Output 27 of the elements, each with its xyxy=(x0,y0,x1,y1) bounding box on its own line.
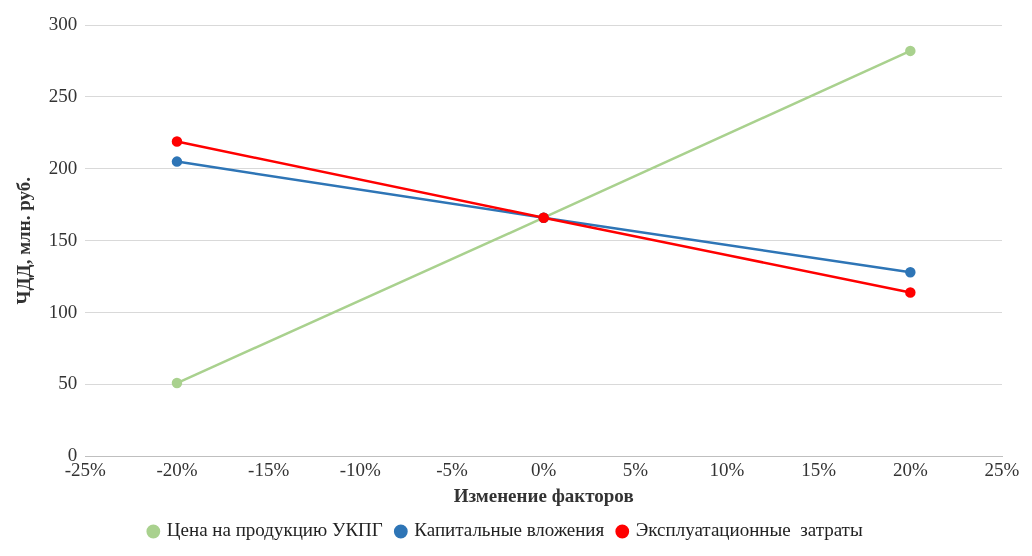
legend-label: Капитальные вложения xyxy=(414,519,605,541)
x-tick-label: 0% xyxy=(530,458,557,480)
y-tick-label: 50 xyxy=(58,372,78,394)
x-tick-label: 5% xyxy=(622,458,649,480)
point xyxy=(171,136,183,147)
y-tick-label: 200 xyxy=(48,156,78,178)
y-tick-label: 150 xyxy=(48,228,78,250)
y-axis-title: ЧДД, млн. руб. xyxy=(13,176,35,305)
point xyxy=(171,156,183,167)
y-tick-label: 300 xyxy=(48,12,78,34)
y-tick-label: 100 xyxy=(48,300,78,322)
x-axis-title: Изменение факторов xyxy=(453,484,634,506)
x-tick-label: -5% xyxy=(436,458,468,480)
point xyxy=(905,45,916,57)
x-tick-label: 15% xyxy=(801,458,837,480)
legend-label: Цена на продукцию УКПГ xyxy=(166,519,383,541)
y-tick-label: 250 xyxy=(48,84,78,106)
point xyxy=(905,287,916,298)
x-tick-label: 10% xyxy=(709,458,745,480)
x-tick-label: -15% xyxy=(248,458,290,480)
x-tick-label: -20% xyxy=(156,458,198,480)
x-tick-label: 20% xyxy=(892,458,928,480)
x-tick-label: 25% xyxy=(984,458,1020,480)
legend-label: Эксплуатационные затраты xyxy=(635,519,863,541)
point xyxy=(905,267,916,278)
point xyxy=(171,377,183,389)
x-tick-label: -10% xyxy=(339,458,382,480)
